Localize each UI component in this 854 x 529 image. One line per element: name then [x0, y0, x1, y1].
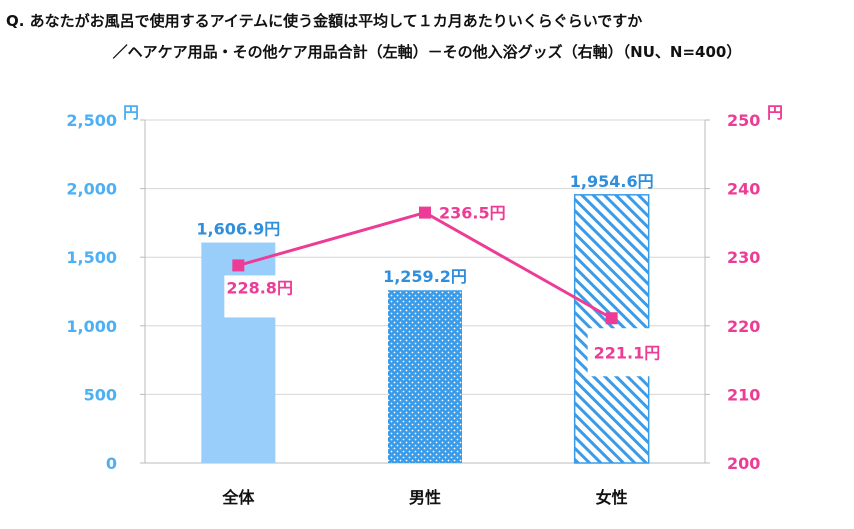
line-value-label: 228.8円: [226, 278, 293, 297]
y-left-tick-label: 500: [84, 385, 117, 404]
line-marker: [419, 206, 431, 219]
y-right-tick-label: 240: [727, 180, 760, 199]
chart-title-line1: Q. あなたがお風呂で使用するアイテムに使う金額は平均して１カ月あたりいくらぐら…: [6, 12, 643, 30]
line-marker: [605, 312, 618, 325]
y-right-unit: 円: [767, 103, 783, 122]
y-left-tick-label: 1,500: [66, 248, 117, 267]
bars: [201, 194, 650, 464]
line-value-label: 221.1円: [594, 343, 661, 362]
bar-男性: [388, 290, 462, 463]
y-left-tick-label: 1,000: [66, 317, 117, 336]
line-value-label: 236.5円: [439, 204, 506, 223]
y-right-tick-label: 230: [727, 248, 760, 267]
bar-value-label: 1,954.6円: [570, 172, 654, 191]
line-label-background: [587, 328, 684, 377]
y-left-tick-label: 2,000: [66, 180, 117, 199]
x-category-label: 男性: [409, 488, 441, 507]
bar-value-label: 1,606.9円: [196, 220, 280, 239]
y-left-unit: 円: [123, 103, 139, 122]
x-category-label: 女性: [596, 488, 628, 507]
y-right-tick-label: 200: [727, 454, 760, 473]
axes: 0 500 1,000 1,500 2,000 2,500 200 210 220 230 240 2…: [66, 103, 783, 507]
chart-title-line2: ／ヘアケア用品・その他ケア用品合計（左軸）－その他入浴グッズ（右軸）（NU、N=…: [112, 43, 742, 61]
y-left-tick-label: 0: [106, 454, 117, 473]
y-left-tick-label: 2,500: [66, 111, 117, 130]
labels: 1,606.9円 1,259.2円 1,954.6円 228.8円 236.5円 221.…: [196, 172, 684, 377]
y-right-tick-label: 210: [727, 385, 760, 404]
y-right-tick-label: 250: [727, 111, 760, 130]
line-label-background: [224, 275, 313, 318]
x-category-label: 全体: [221, 488, 255, 507]
bar-value-label: 1,259.2円: [383, 267, 467, 286]
line-marker: [232, 259, 245, 272]
line-series: [232, 206, 618, 325]
y-right-tick-label: 220: [727, 317, 760, 336]
